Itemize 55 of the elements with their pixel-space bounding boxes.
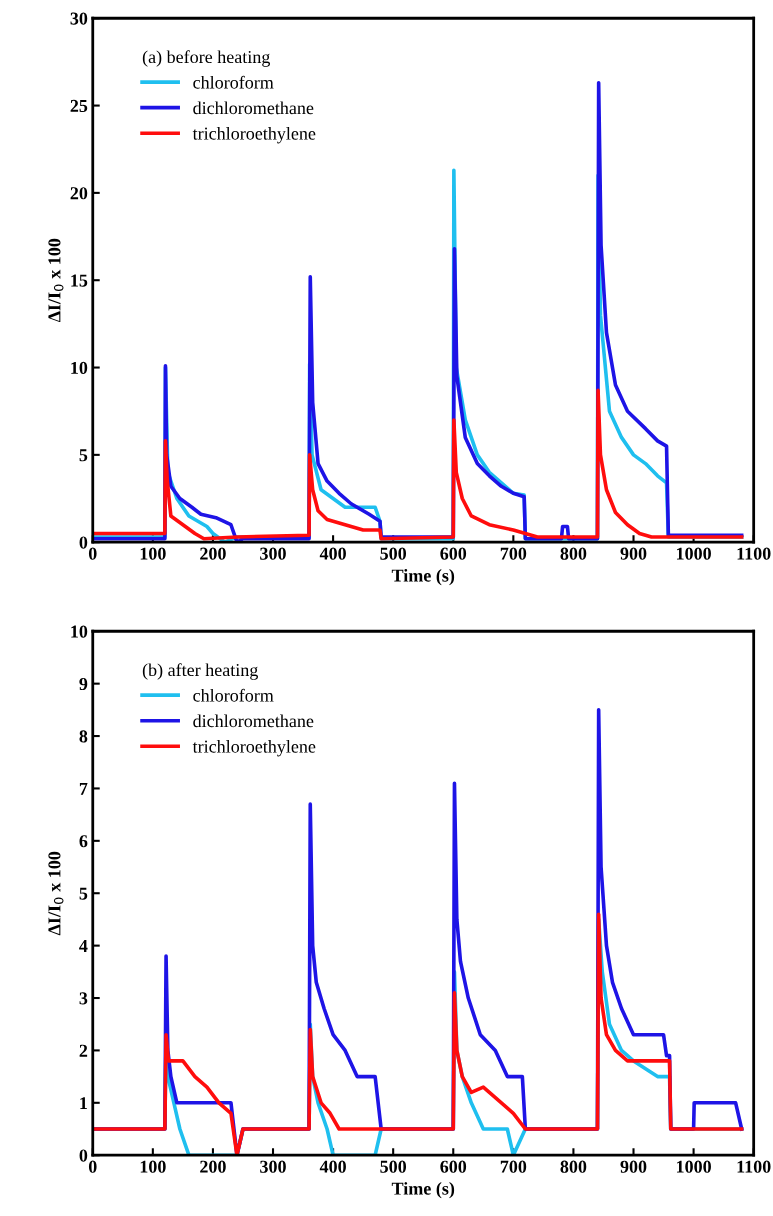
line-series [92,388,744,541]
x-tick-label: 600 [440,547,467,560]
x-tick-label: 900 [620,1160,647,1173]
y-tick-label: 25 [70,99,88,113]
x-tick-label: 700 [500,1160,527,1173]
y-tick-label: 15 [71,274,88,287]
y-tick-label: 4 [79,940,88,952]
x-tick-label: 900 [620,547,647,560]
x-tick-label: 1100 [737,1160,771,1173]
x-tick-label: 0 [88,1160,97,1173]
x-tick-label: 700 [500,547,527,560]
x-tick-label: 0 [88,547,97,560]
y-tick-label: 5 [79,887,88,900]
y-axis-title: ΔI/I$_{0}$ x 100 [48,851,64,936]
x-tick-label: 200 [200,1160,226,1173]
y-tick-label: 0 [79,1149,88,1162]
x-tick-label: 400 [319,1160,346,1173]
y-tick-label: 1 [80,1097,87,1110]
y-tick-label: 30 [70,12,88,25]
legend-label: dichloromethane [193,101,314,115]
y-tick-label: 20 [70,187,88,200]
y-tick-label: 10 [71,625,88,638]
x-tick-label: 300 [260,1160,286,1173]
x-tick-label: 1000 [676,1160,711,1173]
x-tick-label: 600 [440,1160,467,1173]
y-tick-label: 5 [79,449,88,462]
y-tick-label: 6 [79,835,88,848]
legend-label: dichloromethane [193,714,314,728]
x-tick-label: 1100 [737,547,771,560]
legend-label: chloroform [193,688,274,702]
y-tick-label: 2 [79,1044,88,1057]
x-tick-label: 500 [380,547,407,560]
x-tick-label: 100 [140,547,166,560]
x-tick-label: 500 [380,1160,407,1173]
legend-label: trichloroethylene [192,739,316,757]
x-tick-label: 1000 [676,547,711,560]
y-axis-title: ΔI/I$_{0}$ x 100 [48,238,64,323]
legend-title: (a) before heating [142,50,271,67]
x-tick-label: 300 [260,547,286,560]
y-tick-label: 3 [79,992,88,1005]
legend-label: chloroform [193,75,274,89]
x-tick-label: 800 [560,1160,587,1173]
y-tick-label: 7 [79,782,88,795]
x-tick-label: 200 [200,547,226,560]
legend-title: (b) after heating [142,663,259,680]
x-axis-title: Time (s) [391,568,455,586]
x-tick-label: 100 [140,1160,166,1173]
x-axis-title: Time (s) [391,1181,455,1199]
y-tick-label: 9 [79,677,88,691]
y-tick-label: 0 [79,536,88,549]
x-tick-label: 400 [319,547,346,560]
y-tick-label: 8 [79,730,88,743]
x-tick-label: 800 [560,547,587,560]
legend-label: trichloroethylene [192,126,316,144]
y-tick-label: 10 [71,361,88,374]
